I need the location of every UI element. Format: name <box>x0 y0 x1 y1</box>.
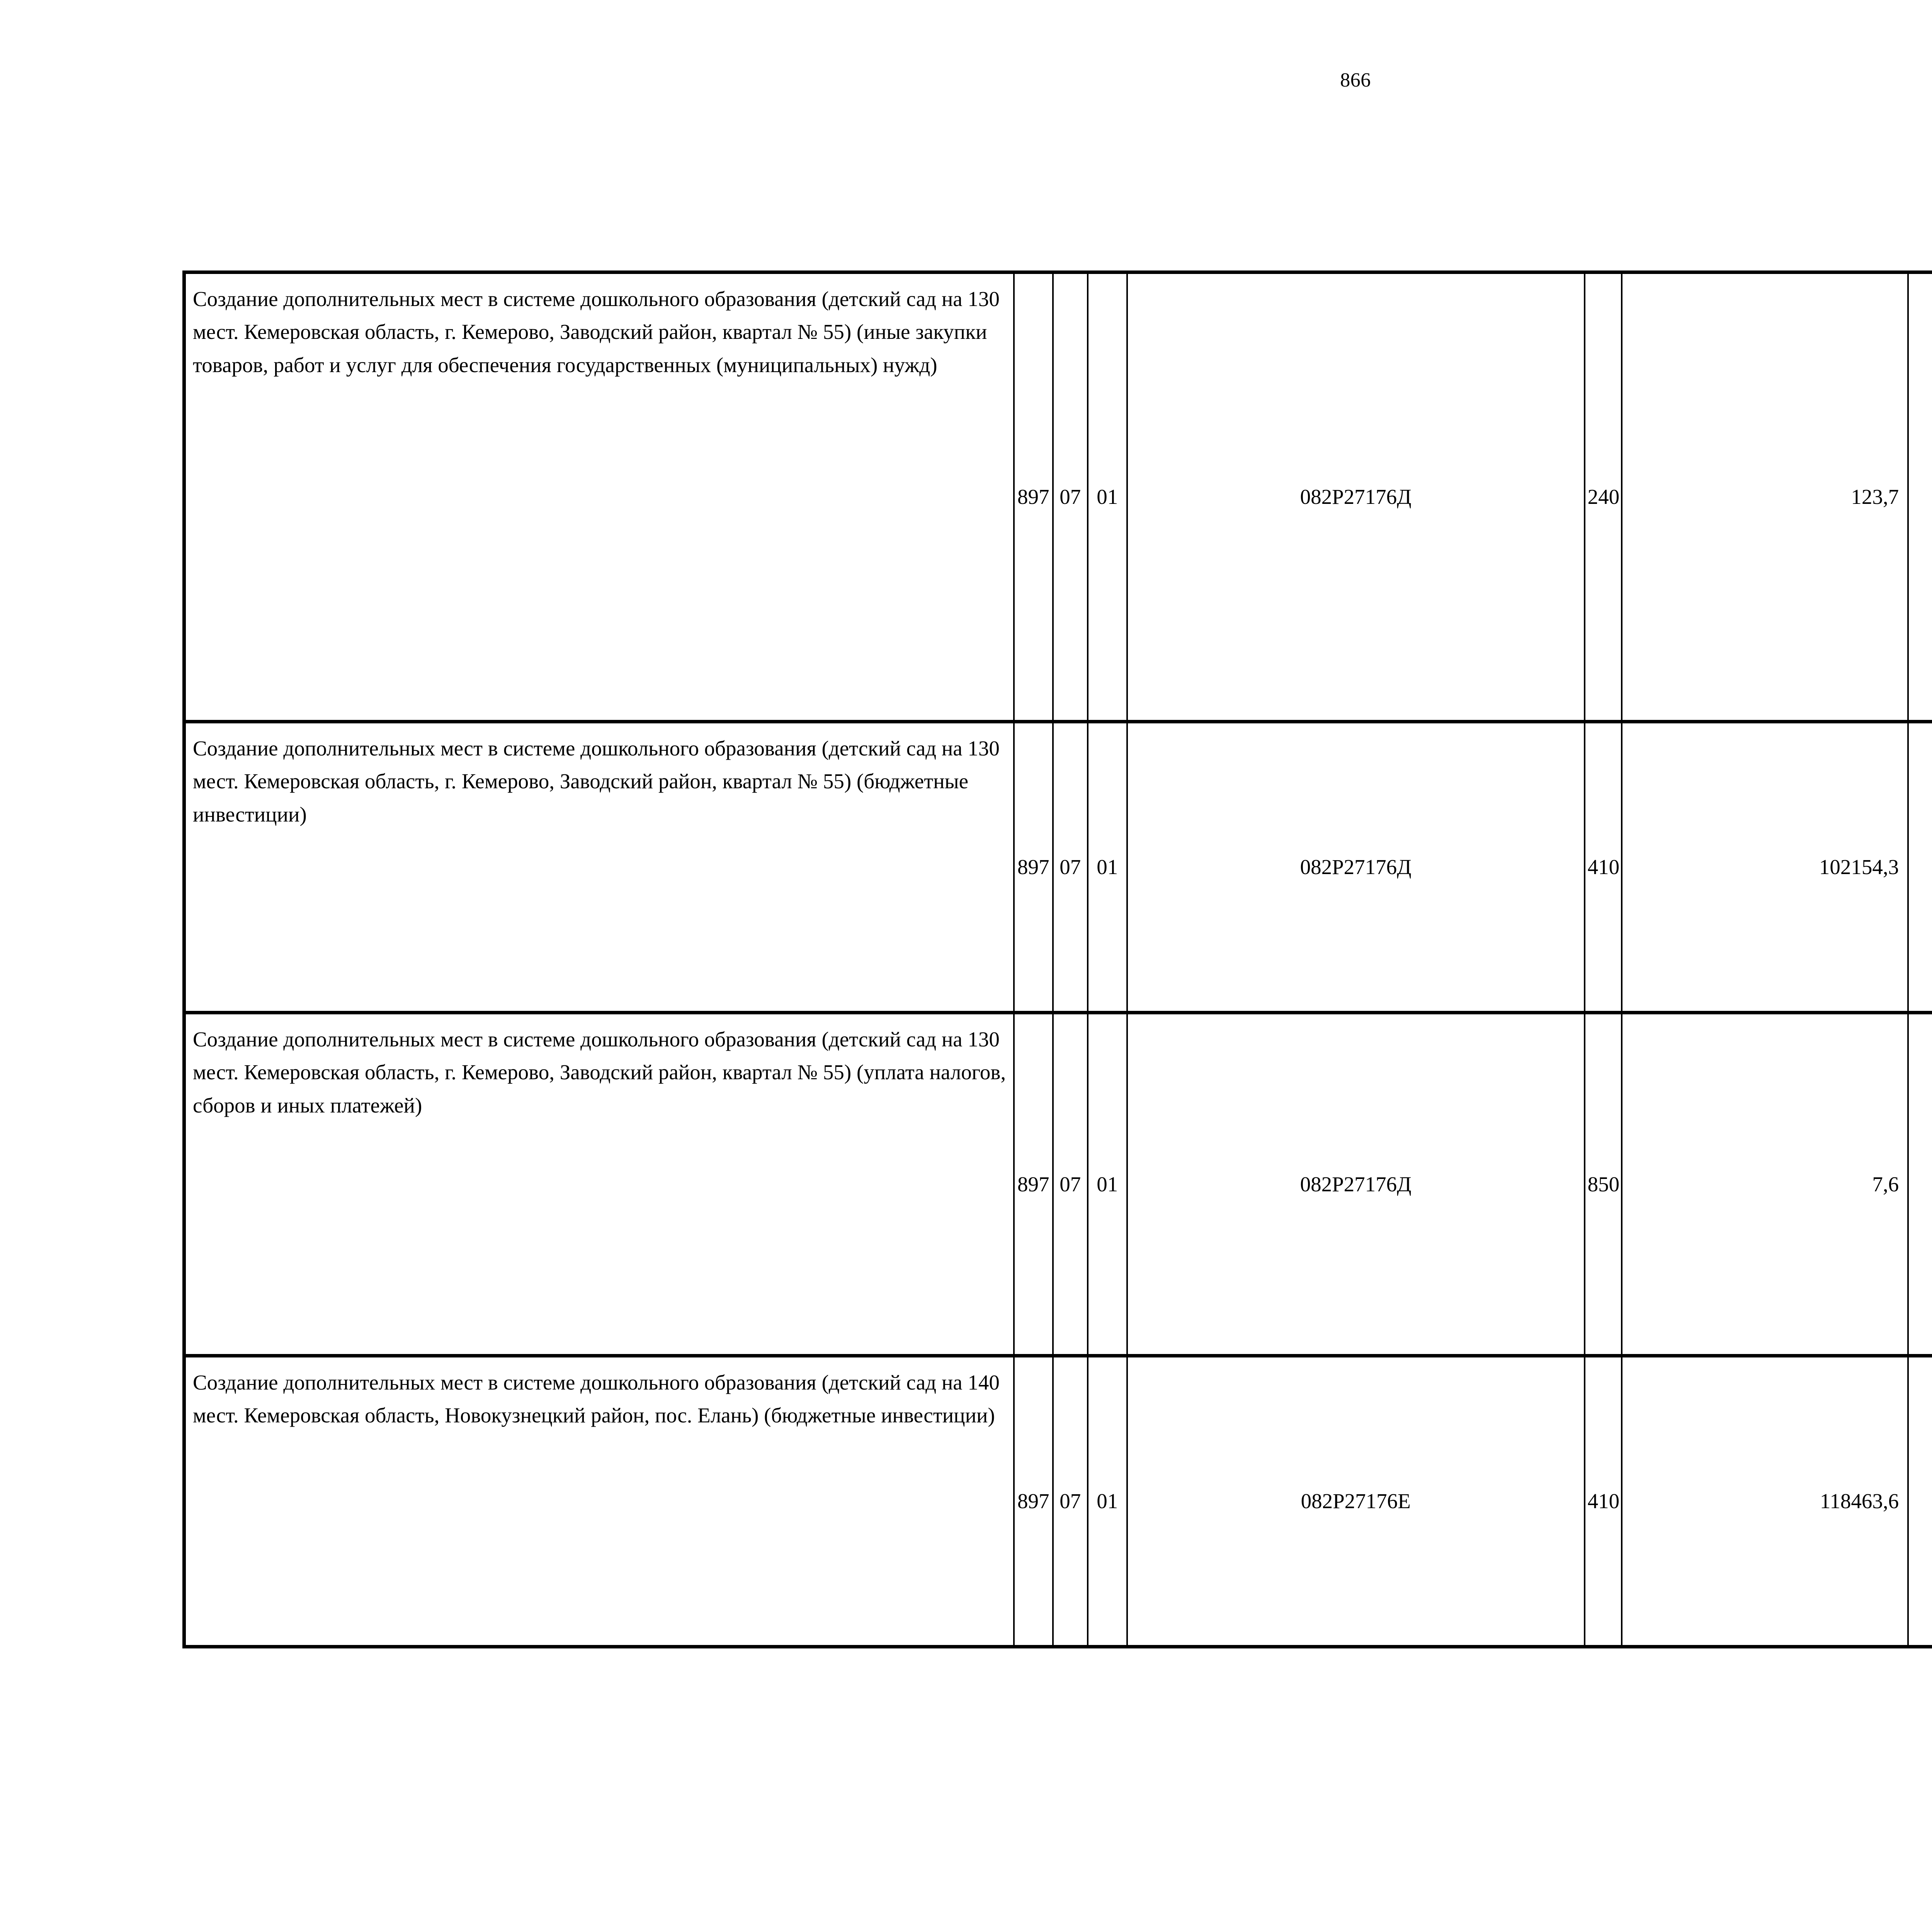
table-row: Создание дополнительных мест в системе д… <box>184 720 1932 1014</box>
cell-section-code: 07 <box>1052 720 1088 1014</box>
cell-subsection-code: 01 <box>1087 720 1128 1014</box>
cell-amount-2 <box>1907 720 1932 1014</box>
cell-subsection-code: 01 <box>1087 270 1128 723</box>
cell-chief-code: 897 <box>1013 270 1054 723</box>
cell-amount-2: 84258,1 <box>1907 1354 1932 1648</box>
cell-section-code: 07 <box>1052 270 1088 723</box>
cell-description: Создание дополнительных мест в системе д… <box>184 270 1015 723</box>
row-description-text: Создание дополнительных мест в системе д… <box>193 287 1000 377</box>
cell-expense-type-code: 410 <box>1583 1354 1623 1648</box>
cell-target-program-code: 082Р27176Д <box>1126 720 1585 1014</box>
cell-description: Создание дополнительных мест в системе д… <box>184 720 1015 1014</box>
table-row: Создание дополнительных мест в системе д… <box>184 270 1932 723</box>
cell-amount-2 <box>1907 270 1932 723</box>
cell-chief-code: 897 <box>1013 720 1054 1014</box>
budget-appropriations-table: Создание дополнительных мест в системе д… <box>182 270 1932 1648</box>
table-row: Создание дополнительных мест в системе д… <box>184 1354 1932 1648</box>
cell-chief-code: 897 <box>1013 1011 1054 1357</box>
cell-amount-2 <box>1907 1011 1932 1357</box>
cell-section-code: 07 <box>1052 1354 1088 1648</box>
cell-subsection-code: 01 <box>1087 1354 1128 1648</box>
page-number: 866 <box>1340 69 1371 91</box>
cell-expense-type-code: 850 <box>1583 1011 1623 1357</box>
cell-expense-type-code: 410 <box>1583 720 1623 1014</box>
cell-amount-1: 102154,3 <box>1621 720 1909 1014</box>
row-description-text: Создание дополнительных мест в системе д… <box>193 737 1000 826</box>
cell-chief-code: 897 <box>1013 1354 1054 1648</box>
cell-expense-type-code: 240 <box>1583 270 1623 723</box>
cell-target-program-code: 082Р27176Д <box>1126 270 1585 723</box>
cell-amount-1: 7,6 <box>1621 1011 1909 1357</box>
cell-section-code: 07 <box>1052 1011 1088 1357</box>
cell-amount-1: 118463,6 <box>1621 1354 1909 1648</box>
cell-target-program-code: 082Р27176Д <box>1126 1011 1585 1357</box>
row-description-text: Создание дополнительных мест в системе д… <box>193 1371 1000 1427</box>
cell-description: Создание дополнительных мест в системе д… <box>184 1354 1015 1648</box>
cell-target-program-code: 082Р27176Е <box>1126 1354 1585 1648</box>
cell-description: Создание дополнительных мест в системе д… <box>184 1011 1015 1357</box>
cell-subsection-code: 01 <box>1087 1011 1128 1357</box>
cell-amount-1: 123,7 <box>1621 270 1909 723</box>
table-row: Создание дополнительных мест в системе д… <box>184 1011 1932 1357</box>
row-description-text: Создание дополнительных мест в системе д… <box>193 1027 1006 1117</box>
